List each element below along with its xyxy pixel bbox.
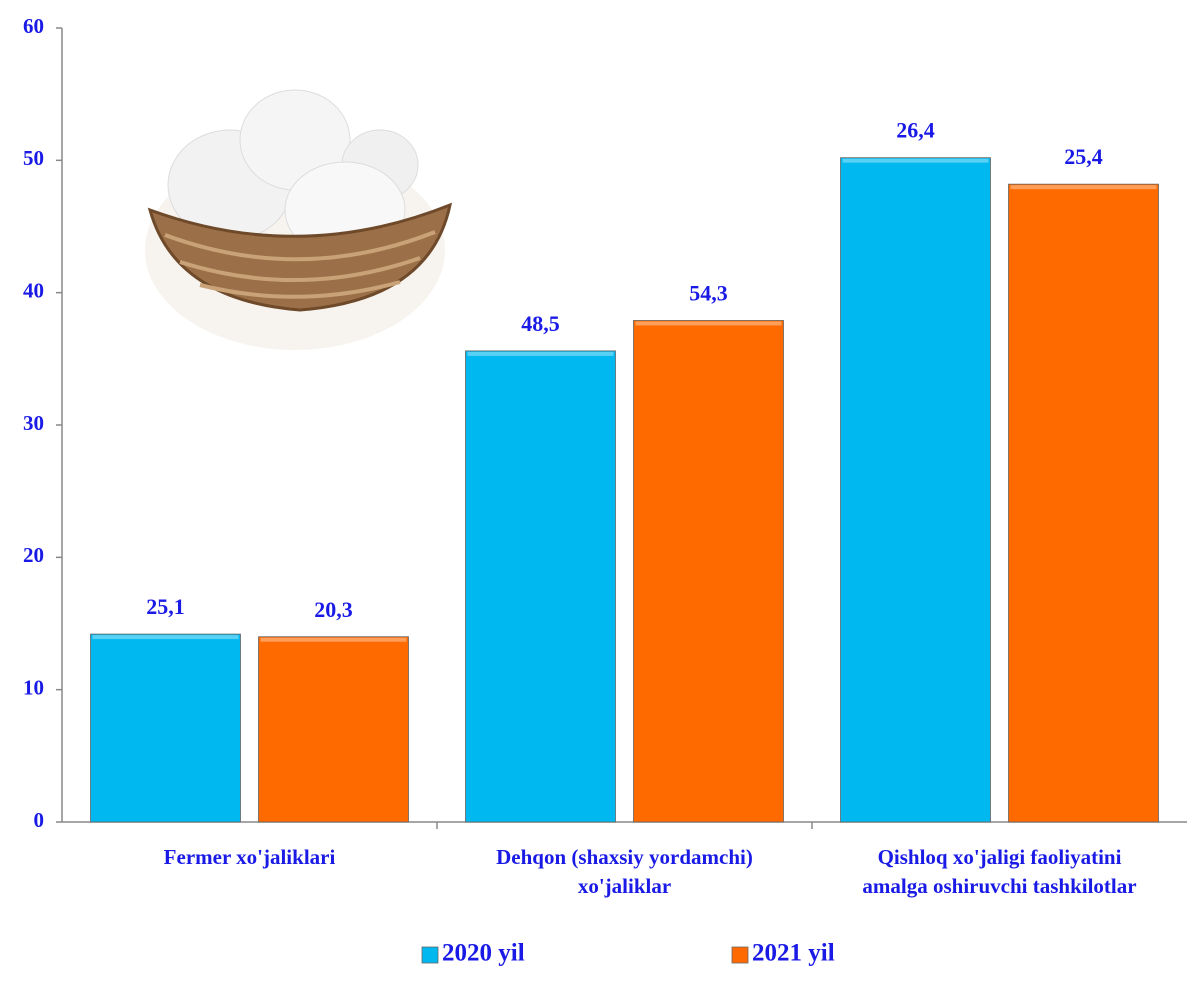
y-tick-label: 40 <box>23 278 44 302</box>
legend-label: 2020 yil <box>442 940 525 967</box>
x-tick-label: xo'jaliklar <box>578 874 671 898</box>
data-label: 25,4 <box>1064 144 1103 169</box>
bar <box>465 350 616 823</box>
y-tick-label: 60 <box>23 14 44 38</box>
bar-highlight <box>260 637 407 642</box>
data-label: 26,4 <box>896 118 935 143</box>
legend-label: 2021 yil <box>752 940 835 967</box>
bar-highlight <box>635 321 782 326</box>
x-tick-label: amalga oshiruvchi tashkilotlar <box>862 874 1136 898</box>
y-tick-label: 0 <box>34 808 45 832</box>
x-tick-label: Dehqon (shaxsiy yordamchi) <box>496 845 753 869</box>
bar <box>1008 183 1159 823</box>
bar <box>633 320 784 823</box>
bar-highlight <box>842 158 989 163</box>
data-label: 48,5 <box>521 311 560 336</box>
x-tick-label: Fermer xo'jaliklari <box>164 845 336 869</box>
data-label: 25,1 <box>146 594 185 619</box>
y-tick-label: 50 <box>23 146 44 170</box>
y-tick-label: 30 <box>23 411 44 435</box>
egg-basket-picture <box>145 89 453 350</box>
bar <box>258 636 409 823</box>
y-tick-label: 20 <box>23 543 44 567</box>
y-tick-label: 10 <box>23 675 44 699</box>
data-label: 20,3 <box>314 597 353 622</box>
legend-swatch <box>421 946 439 964</box>
bar-highlight <box>1010 185 1157 190</box>
bar <box>90 633 241 823</box>
data-label: 54,3 <box>689 281 728 306</box>
bar-highlight <box>467 351 614 356</box>
bar-highlight <box>92 635 239 640</box>
x-tick-label: Qishloq xo'jaligi faoliyatini <box>878 845 1122 869</box>
legend-swatch <box>731 946 749 964</box>
bar <box>840 157 991 823</box>
